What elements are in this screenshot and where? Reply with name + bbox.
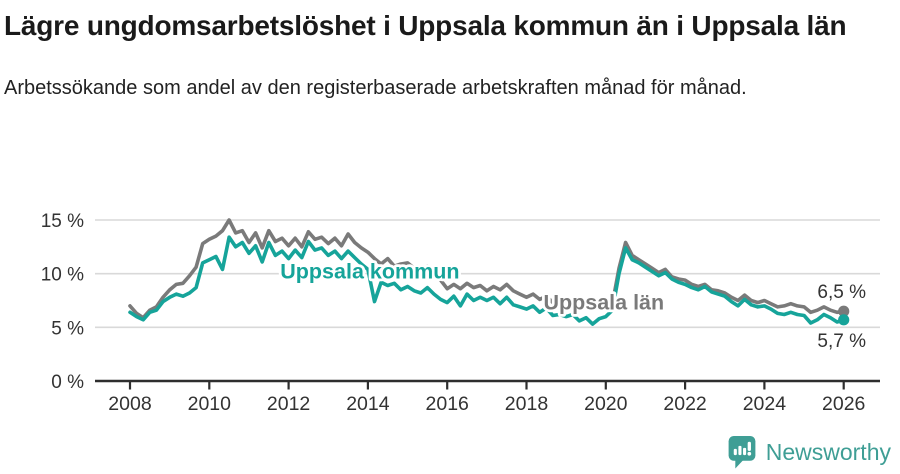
- x-tick-label: 2018: [505, 393, 548, 415]
- end-value-label-uppsala-kommun: 5,7 %: [817, 331, 866, 352]
- x-tick-label: 2008: [108, 393, 151, 415]
- chart-subtitle: Arbetssökande som andel av den registerb…: [4, 76, 747, 99]
- end-value-label-uppsala-l-n: 6,5 %: [817, 282, 866, 303]
- series-end-dot-uppsala-kommun: [838, 314, 850, 326]
- series-line-uppsala-l-n: [128, 218, 846, 320]
- chart-title: Lägre ungdomsarbetslöshet i Uppsala komm…: [4, 10, 847, 41]
- x-tick-label: 2010: [188, 393, 232, 415]
- x-tick-label: 2012: [267, 393, 310, 415]
- y-tick-label: 0 %: [51, 372, 84, 393]
- newsworthy-logo-icon: [728, 436, 756, 469]
- x-tick-label: 2024: [743, 393, 787, 415]
- x-tick-label: 2020: [584, 393, 628, 415]
- series-label-uppsala-l-n: Uppsala län: [543, 291, 664, 315]
- brand-footer: Newsworthy: [727, 435, 891, 469]
- x-tick-label: 2026: [822, 393, 865, 415]
- x-tick-label: 2022: [663, 393, 706, 415]
- brand-name: Newsworthy: [765, 438, 891, 465]
- series-label-uppsala-kommun: Uppsala kommun: [280, 260, 459, 284]
- y-tick-label: 5 %: [51, 318, 84, 339]
- x-tick-label: 2014: [346, 393, 390, 415]
- series-end-dot-uppsala-l-n: [838, 305, 850, 317]
- y-tick-label: 10 %: [41, 265, 84, 286]
- y-tick-label: 15 %: [41, 211, 84, 232]
- x-tick-label: 2016: [426, 393, 469, 415]
- series-line-uppsala-kommun: [128, 235, 846, 326]
